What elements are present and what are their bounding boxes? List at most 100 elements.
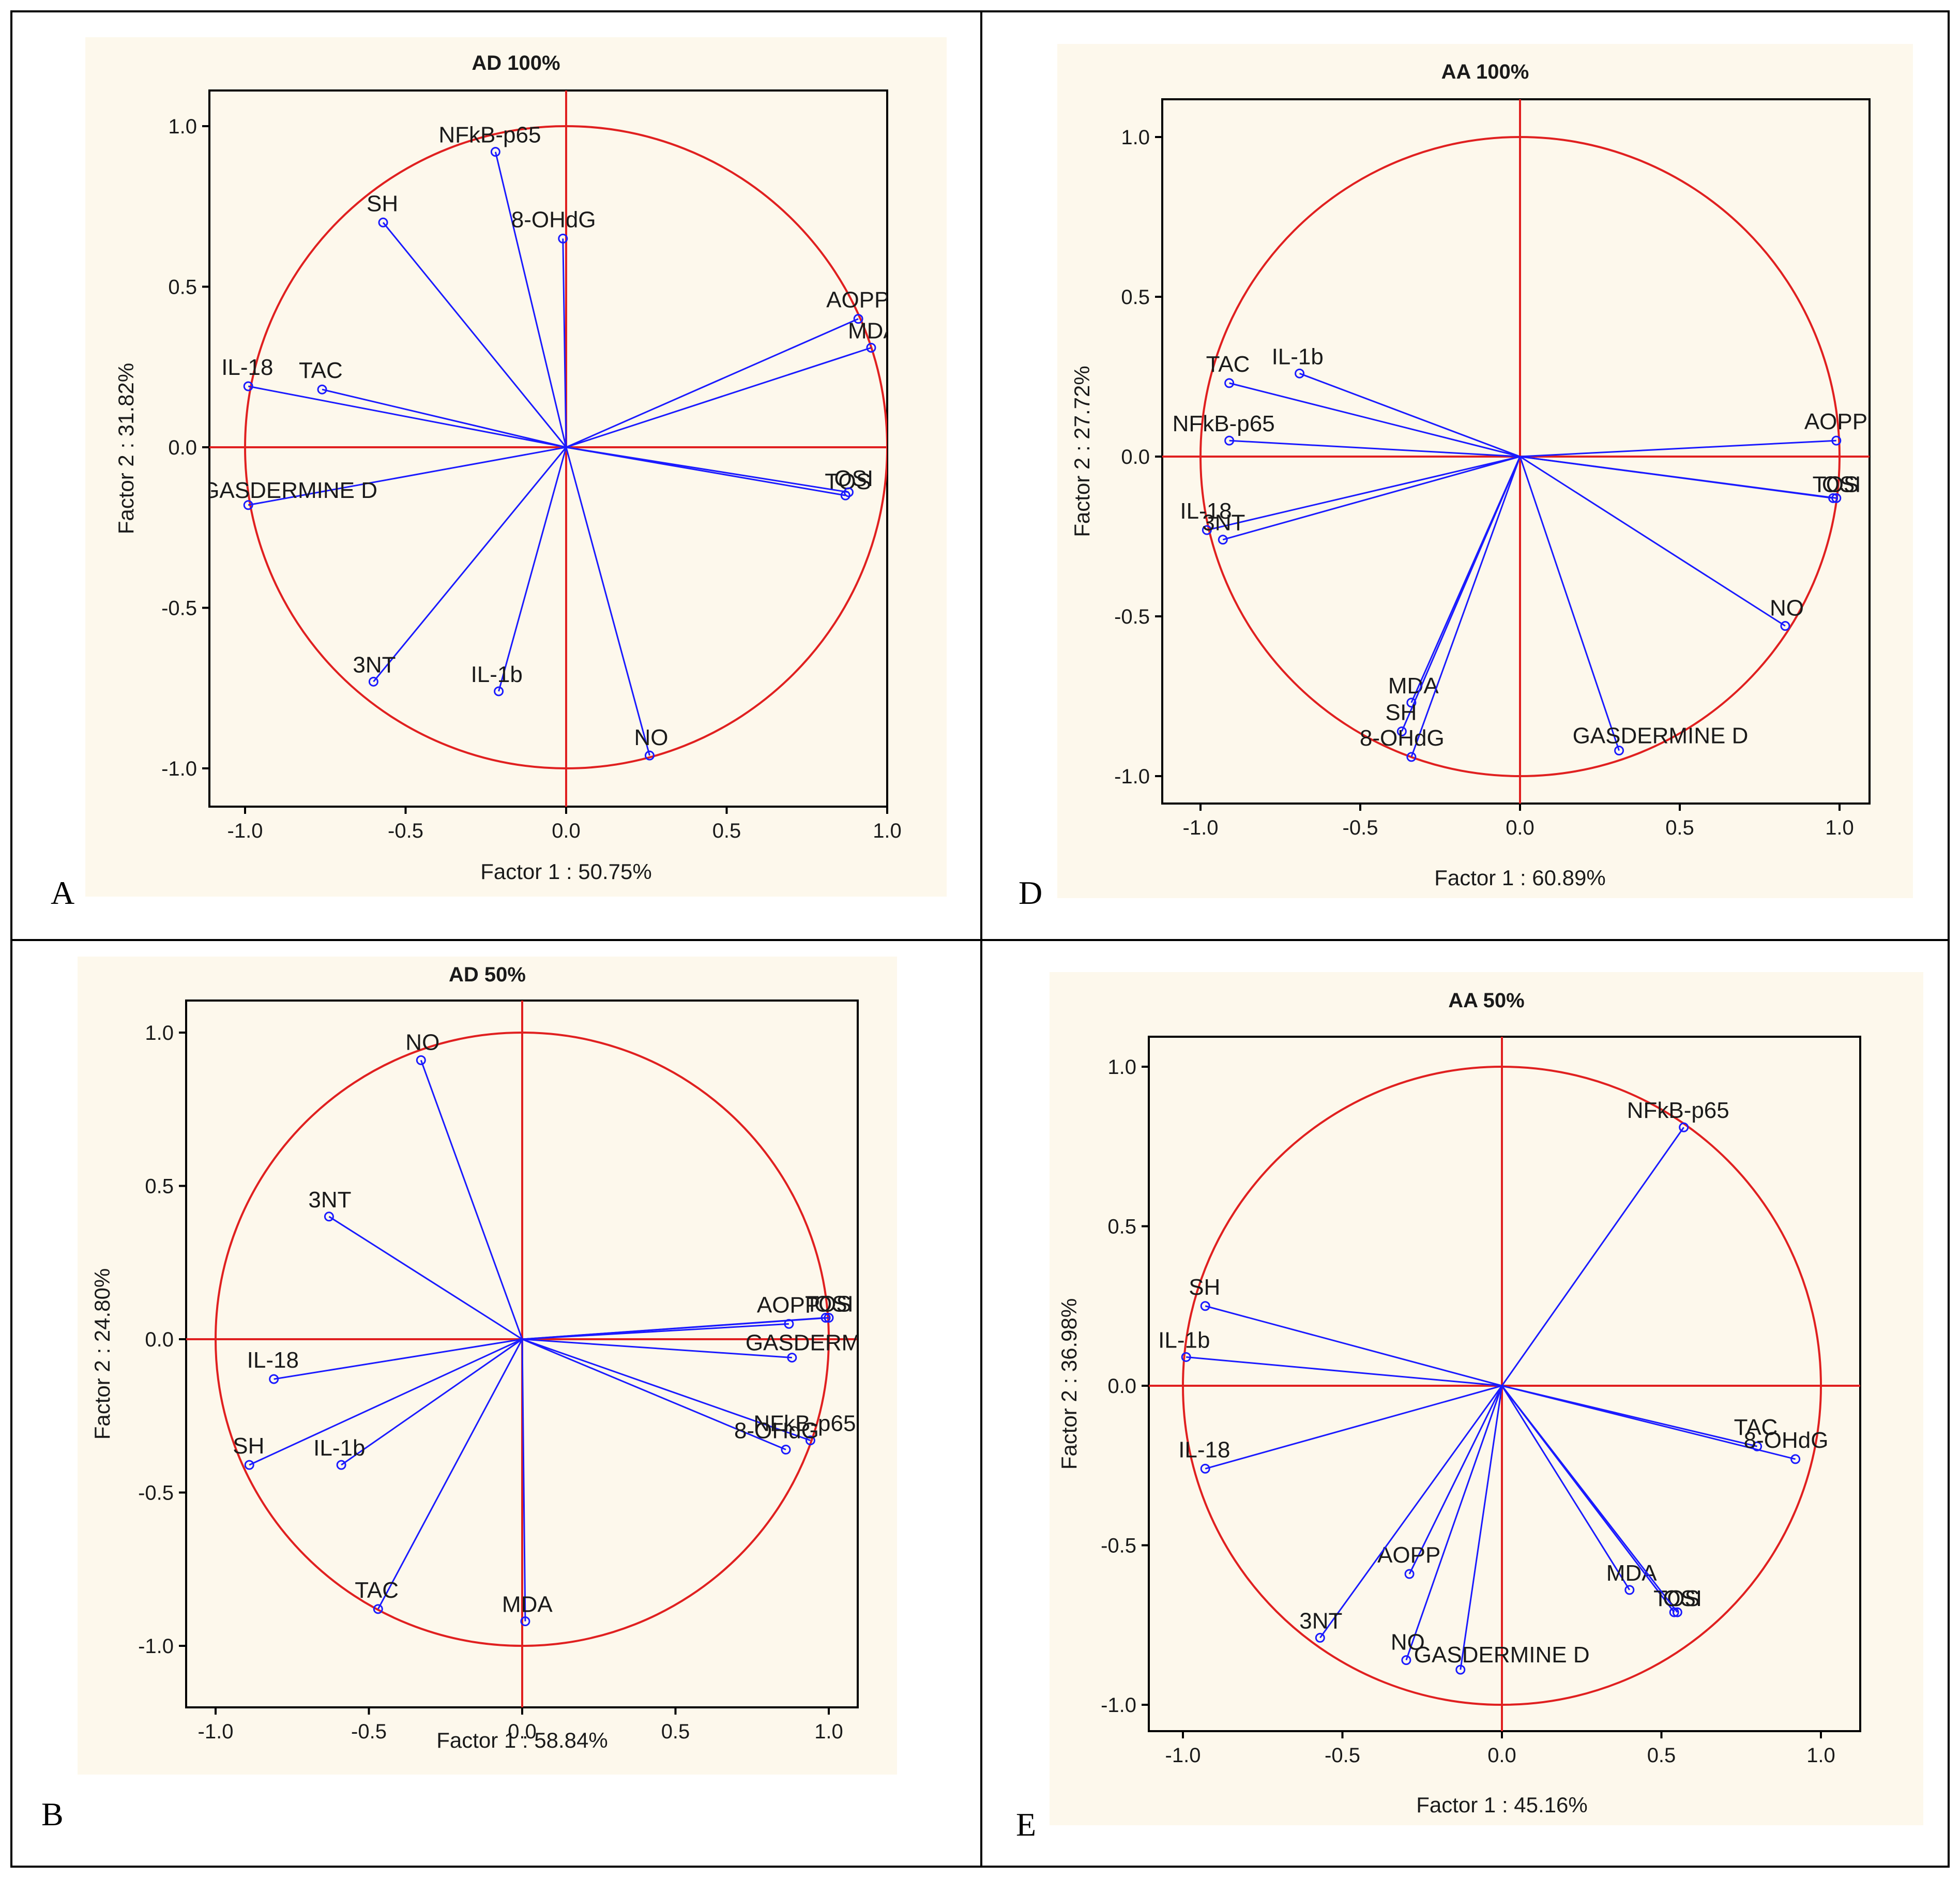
point-label: GASDERMINE D bbox=[746, 1330, 921, 1356]
x-tick-label: -1.0 bbox=[1165, 1744, 1201, 1767]
point-label: AOPP bbox=[826, 287, 889, 313]
loading-point bbox=[1200, 1463, 1210, 1474]
loading-point bbox=[1780, 621, 1790, 631]
x-axis-label: Factor 1 : 58.84% bbox=[436, 1728, 608, 1752]
y-tick-label: -0.5 bbox=[1101, 1535, 1136, 1557]
loading-vector bbox=[328, 1216, 523, 1340]
point-label: IL-1b bbox=[1272, 344, 1324, 369]
point-label: NFkB-p65 bbox=[753, 1411, 856, 1436]
panel-border bbox=[980, 939, 1950, 1868]
y-tick-label: 1.0 bbox=[145, 1022, 174, 1044]
y-tick-label: -1.0 bbox=[1114, 765, 1150, 788]
loading-point bbox=[1831, 493, 1842, 503]
loading-point bbox=[324, 1211, 334, 1222]
loading-point bbox=[853, 314, 863, 324]
loading-point bbox=[1404, 1569, 1415, 1579]
loading-point bbox=[243, 381, 253, 391]
point-label: NO bbox=[634, 725, 668, 750]
loading-point bbox=[1406, 752, 1417, 762]
x-tick-label: 0.5 bbox=[661, 1720, 690, 1743]
point-label: IL-18 bbox=[1178, 1437, 1230, 1462]
y-tick-label: 0.5 bbox=[1107, 1216, 1136, 1238]
x-axis-label: Factor 1 : 50.75% bbox=[480, 859, 652, 884]
point-label: 3NT bbox=[1299, 1608, 1342, 1633]
loading-point bbox=[1831, 435, 1842, 446]
y-tick-label: 1.0 bbox=[1107, 1056, 1136, 1079]
loading-point bbox=[1455, 1664, 1466, 1675]
x-tick-label: -1.0 bbox=[227, 820, 263, 842]
loading-vector bbox=[382, 222, 567, 448]
loading-vector bbox=[1229, 382, 1521, 458]
point-label: TOS bbox=[1653, 1586, 1700, 1611]
loading-vector bbox=[1501, 1385, 1631, 1591]
x-tick-label: 0.5 bbox=[1647, 1744, 1676, 1767]
loading-point bbox=[490, 147, 500, 157]
y-tick-label: -1.0 bbox=[161, 758, 197, 780]
point-label: OSI bbox=[834, 466, 873, 491]
point-label: MDA bbox=[848, 318, 899, 343]
loading-vector bbox=[1460, 1385, 1503, 1670]
loading-point bbox=[1614, 746, 1624, 756]
point-label: MDA bbox=[1606, 1561, 1657, 1586]
point-label: IL-1b bbox=[313, 1435, 365, 1461]
x-tick-label: 0.5 bbox=[712, 820, 741, 842]
x-tick-label: -1.0 bbox=[198, 1720, 234, 1743]
loading-point bbox=[1401, 1655, 1411, 1665]
y-axis-label: Factor 2 : 31.82% bbox=[114, 363, 138, 535]
point-label: OSI bbox=[814, 1291, 854, 1316]
loading-vector bbox=[566, 347, 872, 448]
point-label: SH bbox=[1385, 700, 1417, 725]
loading-vector bbox=[1186, 1356, 1502, 1387]
loading-point bbox=[781, 1444, 791, 1455]
y-tick-label: 0.5 bbox=[1121, 286, 1150, 309]
point-label: NFkB-p65 bbox=[1173, 411, 1275, 436]
point-label: TAC bbox=[1206, 352, 1250, 377]
loading-vector bbox=[522, 1338, 811, 1442]
x-tick-label: 1.0 bbox=[814, 1720, 843, 1743]
point-label: SH bbox=[233, 1433, 264, 1459]
point-label: GASDERMINE D bbox=[1414, 1642, 1590, 1668]
point-label: IL-18 bbox=[247, 1347, 299, 1373]
y-tick-label: -1.0 bbox=[138, 1635, 174, 1658]
loading-vector bbox=[565, 447, 650, 756]
loading-point bbox=[1624, 1585, 1635, 1595]
loading-point bbox=[1406, 698, 1417, 708]
loading-vector bbox=[377, 1339, 523, 1610]
x-tick-label: -1.0 bbox=[1183, 816, 1219, 839]
loading-point bbox=[416, 1055, 426, 1065]
panel-letter: B bbox=[41, 1796, 64, 1832]
loading-vector bbox=[522, 1338, 792, 1359]
point-label: OSI bbox=[1663, 1586, 1702, 1611]
point-label: SH bbox=[367, 191, 398, 216]
loading-point bbox=[558, 233, 568, 244]
panel-letter: D bbox=[1019, 874, 1042, 911]
y-tick-label: 0.5 bbox=[168, 276, 197, 299]
chart-title: AA 50% bbox=[1448, 989, 1524, 1012]
loading-vector bbox=[566, 446, 849, 493]
loading-vector bbox=[1410, 456, 1521, 758]
loading-point bbox=[1672, 1607, 1682, 1617]
loading-point bbox=[1828, 493, 1839, 503]
loading-vector bbox=[1519, 456, 1620, 751]
x-tick-label: 1.0 bbox=[1806, 1744, 1835, 1767]
loading-vector bbox=[1520, 456, 1786, 627]
plot-frame bbox=[1161, 98, 1871, 805]
loading-point bbox=[1224, 378, 1235, 388]
point-label: 8-OHdG bbox=[511, 207, 596, 232]
loading-vector bbox=[1520, 456, 1837, 499]
loading-point bbox=[787, 1353, 797, 1363]
loading-vector bbox=[1501, 1385, 1796, 1460]
point-label: TOS bbox=[805, 1291, 852, 1316]
loading-point bbox=[843, 487, 854, 497]
loading-vector bbox=[373, 447, 567, 683]
loading-vector bbox=[562, 238, 567, 448]
x-axis-label: Factor 1 : 60.89% bbox=[1434, 866, 1606, 890]
loading-point bbox=[1752, 1441, 1763, 1451]
panel-letter: E bbox=[1016, 1806, 1036, 1843]
loading-vector bbox=[1319, 1385, 1503, 1639]
